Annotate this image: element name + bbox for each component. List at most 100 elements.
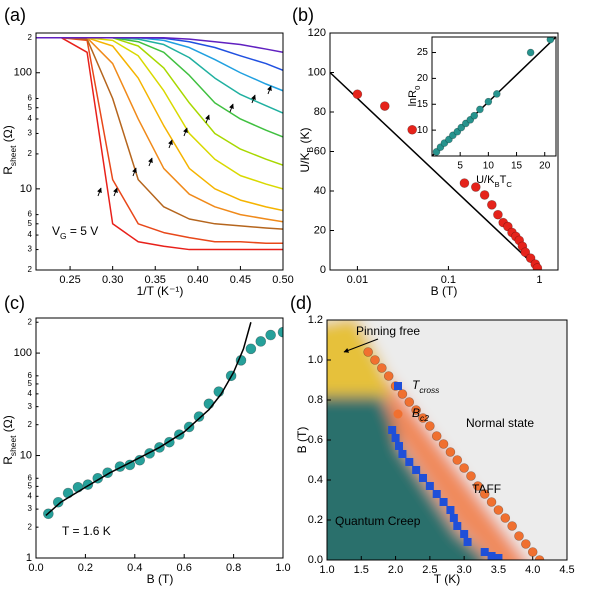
- x-tick-label: 15: [511, 161, 523, 172]
- circle-marker: [470, 111, 479, 120]
- circle-marker: [397, 389, 408, 399]
- regions-blur: [327, 320, 567, 560]
- label-part: R: [1, 456, 15, 465]
- plot-frame: [329, 32, 559, 271]
- label-part: (Ω): [1, 125, 15, 145]
- annotation: Quantum Creep: [335, 514, 421, 528]
- label-part: B: [494, 180, 499, 189]
- y-tick-label: 0.8: [308, 394, 323, 406]
- y-tick-label: 2: [28, 522, 33, 531]
- circle-marker: [471, 182, 481, 192]
- y-tick-label: 10: [20, 449, 32, 461]
- square-marker: [439, 498, 448, 506]
- y-tick-label: 3: [28, 245, 33, 254]
- square-marker: [446, 506, 455, 514]
- circle-marker: [493, 209, 503, 220]
- label-part: G: [60, 231, 67, 241]
- y-tick-label: 5: [28, 481, 33, 490]
- arrow: [229, 103, 234, 113]
- x-axis-label: B (T): [147, 572, 174, 586]
- circle-marker: [459, 463, 469, 473]
- line: [45, 322, 252, 517]
- circle-marker: [479, 489, 490, 499]
- y-tick-label: 0.6: [308, 434, 323, 446]
- panel-label: (a): [4, 5, 26, 25]
- label-part: cross: [419, 385, 440, 395]
- circle-marker: [383, 371, 394, 381]
- y-tick-label: 10: [20, 183, 32, 195]
- label-part: R: [1, 166, 15, 175]
- x-tick-label: 1.0: [319, 564, 334, 576]
- circle-marker: [479, 190, 490, 200]
- circle-marker: [500, 513, 511, 523]
- square-marker: [487, 552, 496, 560]
- annotation: VG = 5 V: [52, 224, 98, 241]
- circle-marker: [193, 411, 205, 422]
- y-tick-label: 2: [28, 265, 33, 274]
- region: [327, 396, 486, 560]
- circle-marker: [445, 447, 456, 457]
- square-marker: [419, 474, 427, 482]
- circle-marker: [452, 455, 463, 465]
- square-marker: [395, 442, 403, 450]
- line: [330, 71, 540, 270]
- y-tick-label: 3: [28, 129, 33, 138]
- circle-marker: [418, 413, 428, 423]
- legend-marker: [394, 382, 402, 390]
- y-tick-label: 6: [28, 371, 33, 380]
- circle-marker: [377, 363, 387, 373]
- region: [327, 320, 393, 400]
- x-tick-label: 3.5: [491, 564, 506, 576]
- y-axis-label: Rsheet (Ω): [1, 415, 18, 464]
- y-axis-label: B (T): [295, 427, 309, 454]
- circle-marker: [52, 496, 64, 508]
- label-part: lnR: [407, 90, 419, 107]
- square-marker: [398, 450, 407, 458]
- y-tick-label: 3: [28, 504, 33, 513]
- y-tick-label: 1: [26, 552, 32, 564]
- square-marker: [405, 458, 414, 466]
- y-tick-label: 4: [28, 230, 33, 239]
- annotation: Pinning free: [356, 324, 420, 338]
- x-tick-label: 0.45: [230, 274, 251, 286]
- x-tick-label: 5: [457, 161, 463, 172]
- square-marker: [412, 466, 421, 474]
- legend-label: Tcross: [412, 378, 440, 395]
- label-part: B: [412, 406, 420, 420]
- legend-marker: [393, 409, 403, 419]
- circle-marker: [466, 471, 476, 481]
- circle-marker: [484, 97, 493, 106]
- circle-marker: [526, 48, 535, 57]
- x-tick-label: 3.0: [456, 564, 471, 576]
- square-marker: [494, 554, 503, 560]
- panel-label: (c): [4, 293, 25, 313]
- x-axis-label: U/KBTC: [476, 174, 512, 189]
- circle-marker: [521, 539, 531, 549]
- label-part: sheet: [8, 145, 18, 166]
- y-tick-label: 100: [14, 67, 32, 79]
- x-tick-label: 1: [536, 274, 542, 286]
- arrow: [132, 167, 137, 177]
- circle-marker: [203, 398, 215, 410]
- x-tick-label: 10: [483, 161, 495, 172]
- square-marker: [432, 490, 441, 498]
- x-tick-label: 1.5: [354, 564, 369, 576]
- y-tick-label: 10: [417, 125, 429, 136]
- label-part: T: [412, 378, 421, 392]
- plot-frame: [326, 319, 568, 561]
- circle-marker: [370, 355, 380, 365]
- label-part: sheet: [8, 435, 18, 456]
- circle-marker: [352, 89, 363, 100]
- y-tick-label: 2: [28, 149, 33, 158]
- regions: [327, 320, 567, 560]
- circle-marker: [431, 431, 442, 441]
- y-tick-label: 100: [308, 66, 326, 78]
- circle-marker: [514, 531, 524, 541]
- line: [36, 37, 283, 251]
- circle-marker: [486, 497, 497, 507]
- x-axis-label: 1/T (K⁻¹): [137, 284, 184, 298]
- annotation: TAFF: [472, 482, 501, 496]
- label-part: (K): [298, 128, 312, 147]
- plot-marks: [363, 347, 545, 560]
